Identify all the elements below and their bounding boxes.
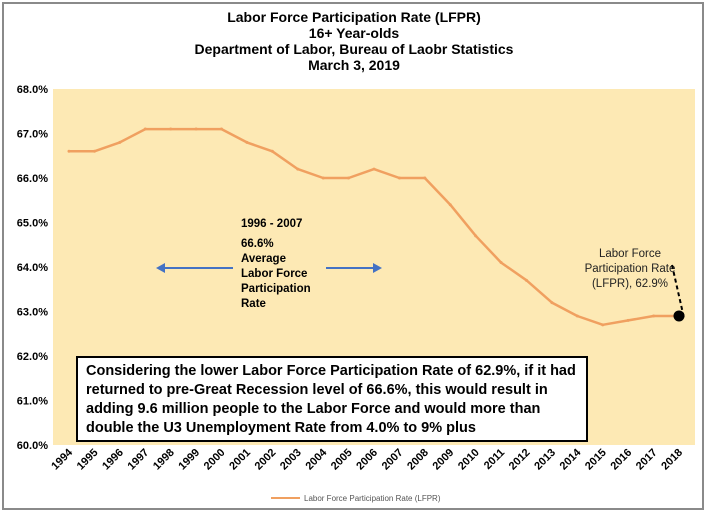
x-tick-label: 1995 bbox=[75, 447, 101, 473]
x-tick-label: 2007 bbox=[380, 447, 406, 473]
x-tick-label: 2003 bbox=[278, 447, 304, 473]
avg-line-5: Rate bbox=[241, 298, 266, 310]
range-label: 1996 - 2007 bbox=[241, 218, 302, 230]
data-point bbox=[423, 176, 427, 180]
x-tick-label: 2000 bbox=[202, 447, 228, 473]
data-point bbox=[92, 149, 96, 153]
legend: Labor Force Participation Rate (LFPR) bbox=[271, 494, 441, 503]
y-tick-label: 61.0% bbox=[17, 396, 48, 408]
data-point bbox=[499, 261, 503, 265]
x-tick-label: 2006 bbox=[354, 447, 380, 473]
y-tick-label: 65.0% bbox=[17, 218, 48, 230]
avg-line-3: Labor Force bbox=[241, 268, 307, 280]
x-tick-label: 1999 bbox=[176, 447, 202, 473]
y-tick-label: 68.0% bbox=[17, 84, 48, 96]
avg-line-1: 66.6% bbox=[241, 238, 274, 250]
right-arrow bbox=[326, 263, 382, 273]
data-point bbox=[397, 176, 401, 180]
data-point bbox=[550, 301, 554, 305]
x-tick-label: 2017 bbox=[634, 447, 660, 473]
y-axis: 60.0% 61.0% 62.0% 63.0% 64.0% 65.0% 66.0% 67.0%… bbox=[17, 84, 48, 452]
x-tick-label: 2002 bbox=[253, 447, 279, 473]
x-tick-label: 2009 bbox=[431, 447, 457, 473]
y-tick-label: 64.0% bbox=[17, 262, 48, 274]
data-point bbox=[575, 314, 579, 318]
x-tick-label: 2001 bbox=[227, 447, 253, 473]
y-tick-label: 62.0% bbox=[17, 351, 48, 363]
x-tick-label: 2004 bbox=[303, 446, 329, 472]
x-tick-label: 1994 bbox=[49, 446, 75, 472]
data-point bbox=[321, 176, 325, 180]
x-tick-label: 1997 bbox=[126, 447, 152, 473]
data-point bbox=[245, 140, 249, 144]
data-point bbox=[194, 127, 198, 131]
legend-label: Labor Force Participation Rate (LFPR) bbox=[304, 494, 441, 503]
x-tick-label: 2005 bbox=[329, 447, 355, 473]
data-point bbox=[652, 314, 656, 318]
title-line-4: March 3, 2019 bbox=[308, 57, 400, 73]
x-tick-label: 2018 bbox=[659, 447, 685, 473]
data-point bbox=[220, 127, 223, 131]
x-tick-label: 2010 bbox=[456, 447, 482, 473]
x-tick-label: 2012 bbox=[507, 447, 533, 473]
series-layer bbox=[67, 127, 685, 327]
data-point bbox=[448, 203, 452, 207]
avg-line-2: Average bbox=[241, 253, 286, 265]
x-tick-label: 1996 bbox=[100, 447, 126, 473]
data-point bbox=[626, 318, 630, 322]
y-tick-label: 63.0% bbox=[17, 307, 48, 319]
left-arrow bbox=[156, 263, 233, 273]
annotations: 1996 - 2007 66.6% Average Labor Force Pa… bbox=[156, 218, 685, 319]
x-tick-label: 2016 bbox=[608, 447, 634, 473]
data-point bbox=[118, 140, 122, 144]
data-point bbox=[347, 176, 351, 180]
y-tick-label: 60.0% bbox=[17, 440, 48, 452]
chart-frame: Labor Force Participation Rate (LFPR) 16… bbox=[2, 2, 704, 510]
data-point bbox=[270, 149, 274, 153]
data-point bbox=[601, 323, 605, 327]
data-point bbox=[143, 127, 147, 131]
data-point bbox=[169, 127, 173, 131]
x-tick-label: 2014 bbox=[558, 446, 584, 472]
data-point bbox=[372, 167, 376, 171]
x-tick-label: 2011 bbox=[482, 447, 507, 472]
end-point-marker bbox=[673, 310, 685, 322]
x-tick-label: 1998 bbox=[151, 447, 177, 473]
title-line-1: Labor Force Participation Rate (LFPR) bbox=[227, 9, 481, 25]
end-label-line-3: (LFPR), 62.9% bbox=[592, 278, 668, 290]
data-point bbox=[67, 149, 71, 153]
title-line-2: 16+ Year-olds bbox=[309, 25, 400, 41]
data-point bbox=[525, 278, 528, 282]
data-point bbox=[474, 234, 478, 238]
title-line-3: Department of Labor, Bureau of Laobr Sta… bbox=[195, 41, 514, 57]
end-label-line-2: Participation Rate bbox=[585, 263, 676, 275]
note-box: Considering the lower Labor Force Partic… bbox=[76, 356, 588, 442]
end-label-line-1: Labor Force bbox=[599, 248, 661, 260]
chart-title: Labor Force Participation Rate (LFPR) 16… bbox=[195, 9, 514, 73]
end-label-leader bbox=[671, 264, 685, 319]
y-tick-label: 67.0% bbox=[17, 129, 48, 141]
x-tick-label: 2008 bbox=[405, 447, 431, 473]
y-tick-label: 66.0% bbox=[17, 173, 48, 185]
avg-line-4: Participation bbox=[241, 283, 311, 295]
data-point bbox=[296, 167, 300, 171]
x-tick-label: 2015 bbox=[583, 447, 609, 473]
x-axis: 1994 1995 1996 1997 1998 1999 2000 2001 2002 2003… bbox=[49, 446, 685, 472]
x-tick-label: 2013 bbox=[532, 447, 558, 473]
